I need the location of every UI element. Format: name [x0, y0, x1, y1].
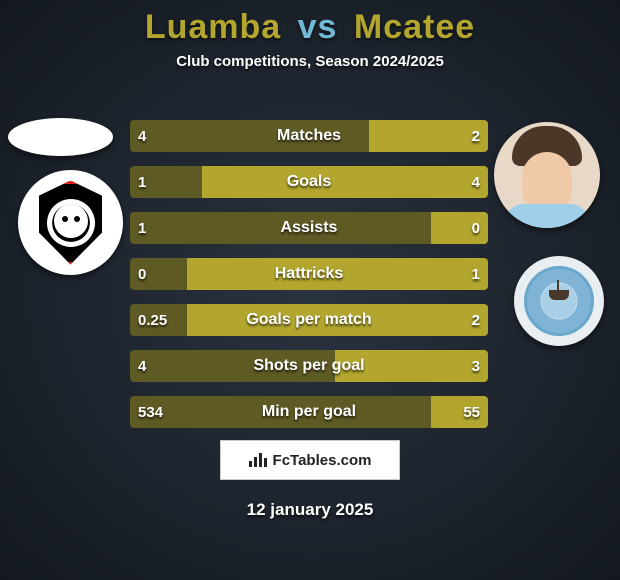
fctables-logo: FcTables.com: [220, 440, 400, 480]
player1-avatar-placeholder: [8, 118, 113, 156]
player2-club-crest: [514, 256, 604, 346]
stat-value-left: 4: [130, 350, 154, 382]
stat-value-left: 4: [130, 120, 154, 152]
stat-value-right: 4: [464, 166, 488, 198]
player2-name: Mcatee: [354, 8, 475, 46]
stat-value-left: 1: [130, 166, 154, 198]
stat-value-left: 1: [130, 212, 154, 244]
stat-label: Min per goal: [130, 396, 488, 428]
player2-avatar: [494, 122, 600, 228]
site-label: FcTables.com: [273, 452, 372, 469]
stat-label: Goals per match: [130, 304, 488, 336]
stat-row: Hattricks0 1: [130, 258, 488, 290]
stat-value-right: 55: [455, 396, 488, 428]
stat-row: Assists1 0: [130, 212, 488, 244]
stat-label: Goals: [130, 166, 488, 198]
stat-row: Goals per match0.25 2: [130, 304, 488, 336]
barchart-icon: [249, 453, 267, 467]
stat-label: Assists: [130, 212, 488, 244]
vs-text: vs: [298, 8, 338, 46]
stat-value-left: 0: [130, 258, 154, 290]
face-icon: [494, 122, 600, 228]
stat-label: Matches: [130, 120, 488, 152]
stat-value-left: 534: [130, 396, 171, 428]
stat-value-right: 2: [464, 304, 488, 336]
stat-row: Matches4 2: [130, 120, 488, 152]
subtitle: Club competitions, Season 2024/2025: [0, 53, 620, 70]
player1-club-crest: [18, 170, 123, 275]
stat-value-right: 2: [464, 120, 488, 152]
stat-value-right: 1: [464, 258, 488, 290]
stat-label: Hattricks: [130, 258, 488, 290]
comparison-title: Luamba vs Mcatee: [0, 0, 620, 47]
footer-date: 12 january 2025: [0, 500, 620, 520]
stat-bars-container: Matches42Goals14Assists10Hattricks01Goal…: [130, 120, 488, 442]
stat-label: Shots per goal: [130, 350, 488, 382]
stat-value-right: 0: [464, 212, 488, 244]
stat-value-right: 3: [464, 350, 488, 382]
salford-crest-icon: [36, 181, 106, 265]
stat-row: Shots per goal4 3: [130, 350, 488, 382]
stat-value-left: 0.25: [130, 304, 175, 336]
player1-name: Luamba: [145, 8, 281, 46]
stat-row: Goals1 4: [130, 166, 488, 198]
stat-row: Min per goal534 55: [130, 396, 488, 428]
mancity-crest-icon: [524, 266, 594, 336]
